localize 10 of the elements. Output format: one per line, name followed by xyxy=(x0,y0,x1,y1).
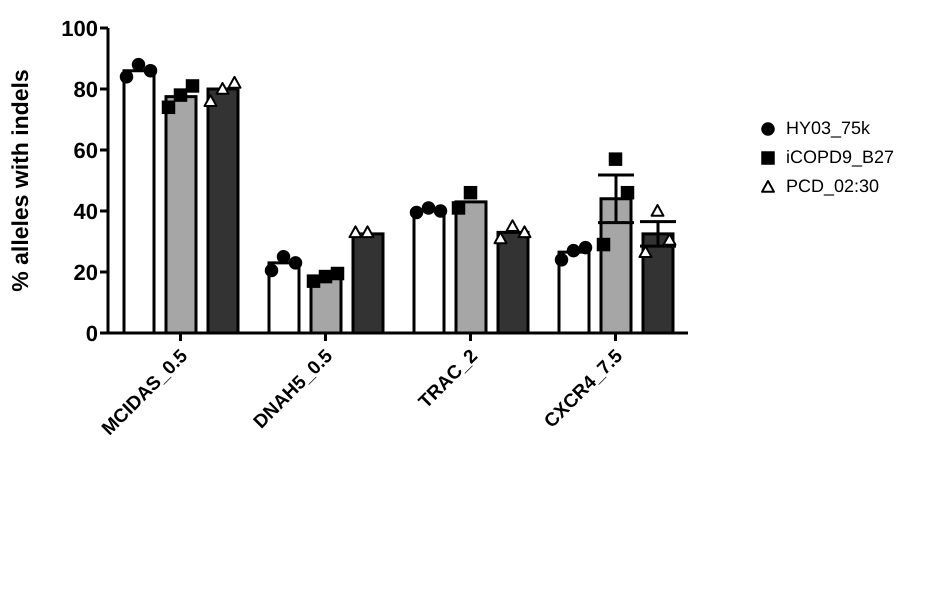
y-tick-label: 40 xyxy=(74,198,98,224)
legend-label: HY03_75k xyxy=(786,118,870,139)
y-tick-label: 20 xyxy=(74,260,98,285)
y-axis-title: % alleles with indels xyxy=(7,69,34,292)
y-tick-label: 100 xyxy=(61,16,98,41)
y-tick-label: 0 xyxy=(86,320,98,346)
legend-label: PCD_02:30 xyxy=(786,176,880,197)
y-tick-label: 80 xyxy=(74,76,98,102)
legend-label: iCOPD9_B27 xyxy=(786,147,894,168)
y-tick-label: 60 xyxy=(74,138,98,163)
